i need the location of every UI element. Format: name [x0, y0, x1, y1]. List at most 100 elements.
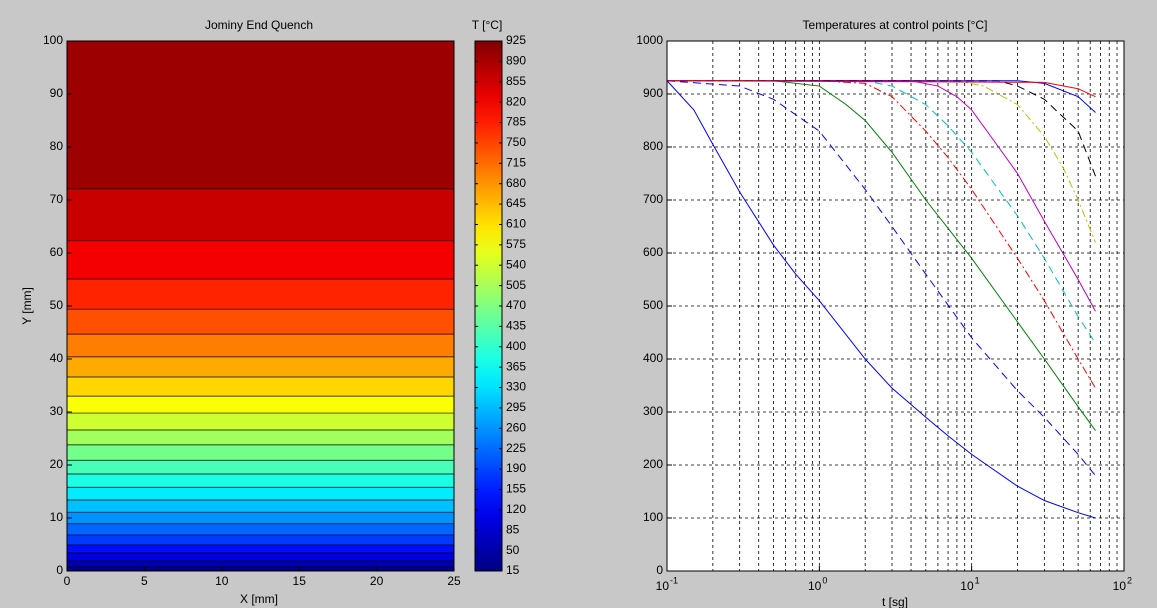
- series-line: [667, 80, 1096, 113]
- colorbar-tick-label: 330: [506, 380, 526, 394]
- y-tick-label: 0: [656, 563, 663, 577]
- y-tick-label: 600: [643, 245, 663, 259]
- contour-band: [67, 552, 454, 561]
- colorbar-tick-label: 190: [506, 461, 526, 475]
- y-tick-label: 50: [50, 298, 64, 312]
- x-tick-label: 20: [370, 574, 384, 588]
- contour-band: [67, 334, 454, 357]
- colorbar-tick-label: 260: [506, 420, 526, 434]
- colorbar-tick-label: 680: [506, 176, 526, 190]
- colorbar-tick-label: 50: [506, 543, 520, 557]
- chart-title: Jominy End Quench: [205, 18, 313, 32]
- colorbar-tick-label: 505: [506, 278, 526, 292]
- x-tick-label: 10: [215, 574, 229, 588]
- axes-box: [666, 40, 1125, 572]
- series-line: [667, 80, 1096, 389]
- y-tick-label: 20: [50, 457, 64, 471]
- series-line: [667, 80, 1096, 344]
- contour-band: [67, 240, 454, 279]
- colorbar-tick-label: 925: [506, 33, 526, 47]
- y-tick-label: 70: [50, 192, 64, 206]
- contour-band: [67, 396, 454, 414]
- colorbar-tick-label: 750: [506, 135, 526, 149]
- contour-band: [67, 430, 454, 445]
- y-tick-label: 0: [56, 563, 63, 577]
- contour-band: [67, 512, 454, 524]
- y-tick-label: 60: [50, 245, 64, 259]
- colorbar-tick-label: 120: [506, 502, 526, 516]
- contour-band: [67, 560, 454, 568]
- contour-band: [67, 474, 454, 488]
- x-axis-label: t [sg]: [882, 595, 908, 608]
- colorbar-tick-label: 715: [506, 155, 526, 169]
- colorbar-tick-label: 820: [506, 94, 526, 108]
- colorbar-tick-label: 890: [506, 54, 526, 68]
- series-line: [666, 80, 1096, 98]
- contour-band: [67, 278, 454, 310]
- colorbar-tick-label: 435: [506, 319, 526, 333]
- contour-band: [67, 356, 454, 378]
- x-tick-label: 25: [447, 574, 461, 588]
- colorbar-tick-label: 400: [506, 339, 526, 353]
- x-tick-exponent: 0: [822, 575, 827, 585]
- y-tick-label: 400: [643, 351, 663, 365]
- series-line: [666, 80, 1096, 519]
- y-tick-label: 10: [50, 510, 64, 524]
- colorbar-tick-label: 540: [506, 257, 526, 271]
- contour-band: [67, 545, 454, 553]
- chart-title: Temperatures at control points [°C]: [803, 18, 988, 32]
- colorbar-tick-label: 225: [506, 441, 526, 455]
- contour-band: [67, 523, 454, 535]
- x-tick-label: 10: [808, 579, 822, 593]
- contour-band: [67, 309, 454, 335]
- x-tick-label: 10: [656, 579, 670, 593]
- y-tick-label: 100: [43, 33, 63, 47]
- y-tick-label: 800: [643, 139, 663, 153]
- colorbar-tick-label: 470: [506, 298, 526, 312]
- x-tick-label: 10: [960, 579, 974, 593]
- x-tick-exponent: 2: [1127, 575, 1132, 585]
- colorbar-tick-label: 295: [506, 400, 526, 414]
- x-tick-label: 0: [64, 574, 71, 588]
- x-tick-label: 15: [293, 574, 307, 588]
- colorbar-tick-label: 365: [506, 359, 526, 373]
- colorbar-title: T [°C]: [472, 18, 503, 32]
- colorbar-tick-label: 85: [506, 522, 520, 536]
- colorbar-tick-label: 155: [506, 482, 526, 496]
- contour-band: [67, 460, 454, 475]
- x-tick-label: 10: [1113, 579, 1127, 593]
- colorbar-tick-label: 575: [506, 237, 526, 251]
- colorbar-tick-label: 645: [506, 196, 526, 210]
- y-tick-label: 700: [643, 192, 663, 206]
- y-tick-label: 200: [643, 457, 663, 471]
- x-tick-label: 5: [141, 574, 148, 588]
- contour-band: [67, 413, 454, 431]
- series-line: [666, 80, 1096, 476]
- colorbar-tick-label: 15: [506, 563, 520, 577]
- y-tick-label: 40: [50, 351, 64, 365]
- x-axis-label: X [mm]: [240, 592, 278, 606]
- colorbar-tick-label: 855: [506, 74, 526, 88]
- series-line: [667, 80, 1096, 431]
- x-tick-exponent: 1: [975, 575, 980, 585]
- contour-band: [67, 534, 454, 546]
- colorbar-tick-label: 610: [506, 217, 526, 231]
- contour-band: [67, 444, 454, 461]
- colorbar: [474, 40, 503, 572]
- y-tick-label: 80: [50, 139, 64, 153]
- x-tick-exponent: -1: [670, 575, 678, 585]
- y-tick-label: 90: [50, 86, 64, 100]
- y-tick-label: 500: [643, 298, 663, 312]
- series-line: [667, 80, 1096, 312]
- y-tick-label: 100: [643, 510, 663, 524]
- y-tick-label: 30: [50, 404, 64, 418]
- contour-band: [67, 377, 454, 397]
- y-axis-label: Y [mm]: [20, 287, 34, 325]
- contour-band: [67, 41, 454, 189]
- contour-band: [67, 487, 454, 500]
- y-tick-label: 900: [643, 86, 663, 100]
- y-tick-label: 1000: [636, 33, 663, 47]
- contour-band: [67, 188, 454, 241]
- contour-band: [67, 567, 454, 571]
